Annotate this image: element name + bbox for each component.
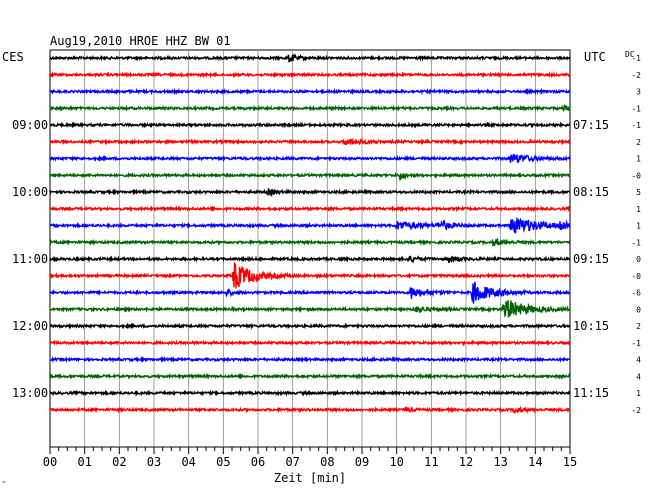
grid-lines — [49, 49, 571, 448]
x-tick-label: 12 — [459, 455, 473, 469]
trace-line — [49, 262, 571, 289]
left-hour-label: 13:00 — [12, 386, 48, 400]
x-tick-label: 06 — [251, 455, 265, 469]
trace-line — [49, 405, 571, 414]
trace-line — [49, 121, 571, 129]
right-hour-labels: 07:15 08:15 09:15 10:15 11:15 — [573, 118, 609, 400]
trace-line — [49, 104, 571, 113]
left-hour-label: 12:00 — [12, 319, 48, 333]
trace-line — [49, 255, 571, 264]
trace-line — [49, 153, 571, 164]
dc-label: DC — [625, 50, 635, 59]
left-timezone-label: CES — [2, 50, 24, 64]
dc-offset-value: 2 — [636, 138, 641, 147]
x-tick-label: 11 — [424, 455, 438, 469]
dc-offset-value: -1 — [631, 104, 641, 113]
right-hour-label: 08:15 — [573, 185, 609, 199]
x-tick-label: 13 — [493, 455, 507, 469]
trace-line — [49, 171, 571, 181]
trace-line — [49, 205, 571, 213]
chart-title: Aug19,2010 HROE HHZ BW 01 — [50, 34, 231, 48]
x-tick-label: 15 — [563, 455, 577, 469]
dc-offset-value: -1 — [631, 121, 641, 130]
dc-offset-value: 0 — [636, 305, 641, 314]
dc-offset-value: 1 — [636, 389, 641, 398]
left-hour-label: 09:00 — [12, 118, 48, 132]
x-tick-label: 09 — [355, 455, 369, 469]
dc-offset-value: 1 — [636, 222, 641, 231]
dc-offset-value: -1 — [631, 339, 641, 348]
left-hour-label: 11:00 — [12, 252, 48, 266]
left-hour-labels: 09:00 10:00 11:00 12:00 13:00 — [12, 118, 48, 400]
trace-line — [49, 339, 571, 347]
x-tick-label: 10 — [389, 455, 403, 469]
right-hour-label: 07:15 — [573, 118, 609, 132]
trace-line — [49, 237, 571, 248]
dc-offset-value: -1 — [631, 238, 641, 247]
trace-line — [49, 389, 571, 397]
x-tick-label: 14 — [528, 455, 542, 469]
x-tick-label: 07 — [285, 455, 299, 469]
dc-offset-value: -2 — [631, 71, 641, 80]
dc-offset-value: -1 — [631, 54, 641, 63]
dc-offset-value: 4 — [636, 372, 641, 381]
seismic-traces — [49, 53, 571, 414]
trace-line — [49, 281, 571, 304]
x-tick-label: 08 — [320, 455, 334, 469]
dc-offset-value: 0 — [636, 255, 641, 264]
trace-line — [49, 136, 571, 146]
trace-line — [49, 217, 571, 234]
trace-line — [49, 187, 571, 198]
dc-offset-value: 2 — [636, 322, 641, 331]
x-tick-label: 00 — [43, 455, 57, 469]
trace-line — [49, 87, 571, 96]
x-axis-label: Zeit [min] — [274, 471, 346, 485]
trace-line — [49, 70, 571, 79]
dc-offset-value: 4 — [636, 356, 641, 365]
trace-line — [49, 355, 571, 364]
dc-offset-value: 1 — [636, 155, 641, 164]
trace-line — [49, 322, 571, 330]
trace-line — [49, 299, 571, 318]
dc-offset-value: -0 — [631, 171, 641, 180]
x-tick-label: 02 — [112, 455, 126, 469]
right-hour-label: 10:15 — [573, 319, 609, 333]
dc-offset-value: -6 — [631, 289, 641, 298]
dc-offset-value: 3 — [636, 88, 641, 97]
dc-offset-value: -0 — [631, 272, 641, 281]
dc-offset-value: 1 — [636, 205, 641, 214]
dc-offset-value: 5 — [636, 188, 641, 197]
right-hour-label: 09:15 — [573, 252, 609, 266]
right-timezone-label: UTC — [584, 50, 606, 64]
x-tick-label: 03 — [147, 455, 161, 469]
left-hour-label: 10:00 — [12, 185, 48, 199]
corner-mark: ^ — [2, 481, 6, 488]
dc-offset-value: -2 — [631, 406, 641, 415]
x-tick-label: 01 — [77, 455, 91, 469]
x-tick-label: 04 — [181, 455, 195, 469]
x-axis: 00 01 02 03 04 05 06 07 08 09 10 11 12 13 14 15 — [43, 447, 577, 469]
trace-line — [49, 53, 571, 63]
dc-offset-column: -1 -2 3 -1 -1 2 1 -0 5 1 1 -1 0 -0 -6 0 2 -1 4 4 1 -2 — [631, 54, 641, 415]
x-tick-label: 05 — [216, 455, 230, 469]
trace-line — [49, 372, 571, 381]
right-hour-label: 11:15 — [573, 386, 609, 400]
